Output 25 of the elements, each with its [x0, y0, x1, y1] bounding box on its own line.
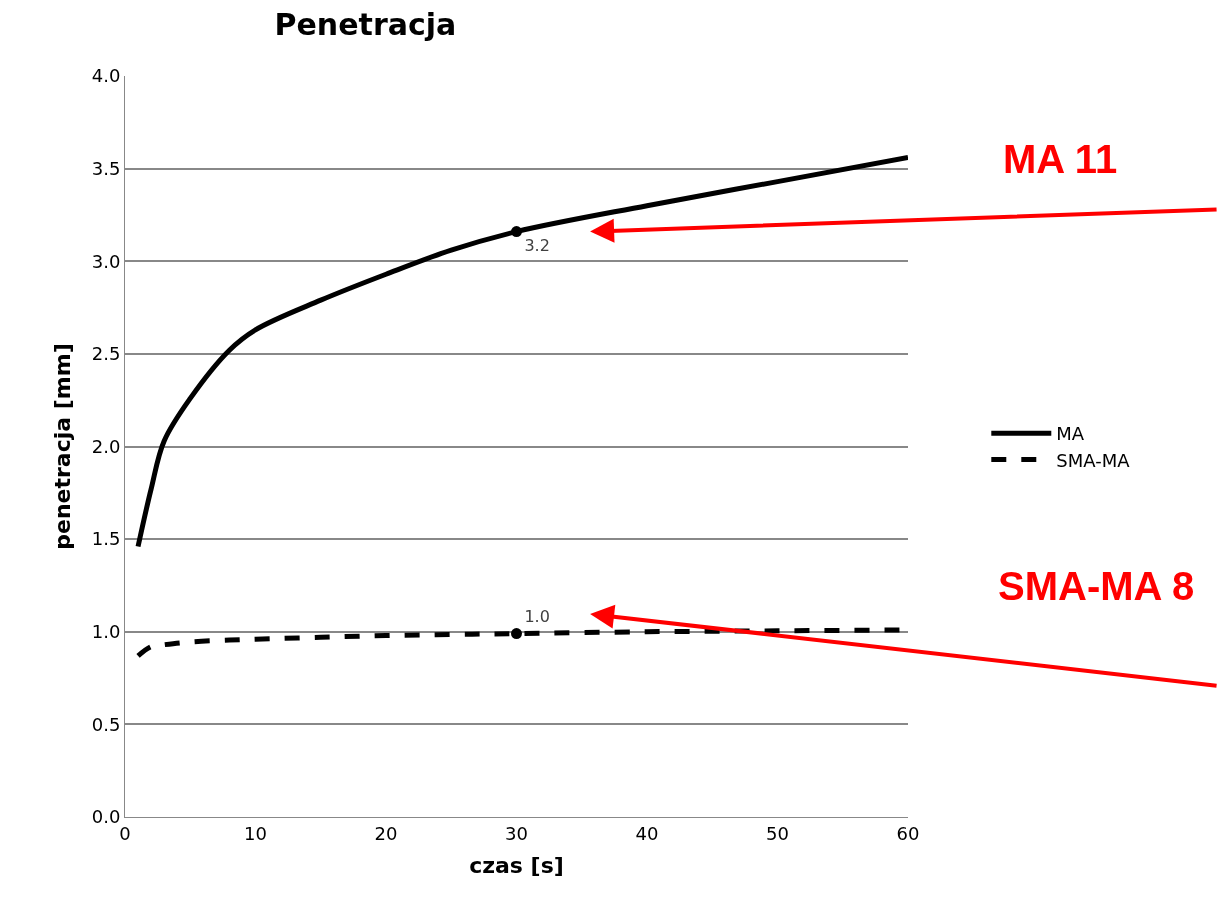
- x-tick-label: 30: [505, 822, 528, 844]
- y-tick-label: 1.0: [91, 621, 121, 643]
- annotation: 1.0: [524, 606, 550, 626]
- x-tick-label: 10: [244, 822, 267, 844]
- text: SMA-MA 8: [998, 564, 1195, 608]
- y-tick-label: 1.5: [91, 528, 121, 550]
- y-tick-label: 4.0: [91, 65, 121, 87]
- x-tick-label: 0: [119, 822, 131, 844]
- y-tick-label: 2.0: [91, 435, 121, 457]
- y-tick-label: 2.5: [91, 343, 121, 365]
- y-tick-label: 0.0: [91, 806, 121, 828]
- y-tick-label: 0.5: [91, 713, 121, 735]
- x-axis-title: czas [s]: [469, 853, 564, 879]
- x-tick-label: 20: [374, 822, 398, 844]
- legend-label: SMA-MA: [1056, 449, 1131, 471]
- chart-title: Penetracja: [274, 6, 457, 42]
- x-tick-label: 60: [896, 822, 920, 844]
- y-tick-label: 3.5: [91, 157, 121, 179]
- y-tick-label: 3.0: [91, 250, 121, 272]
- annotation: 3.2: [524, 236, 550, 256]
- legend-label: MA: [1056, 423, 1085, 445]
- x-tick-label: 40: [635, 822, 659, 844]
- y-axis-title: penetracja [mm]: [49, 343, 75, 550]
- text: MA 11: [1003, 137, 1118, 181]
- x-tick-label: 50: [766, 822, 789, 844]
